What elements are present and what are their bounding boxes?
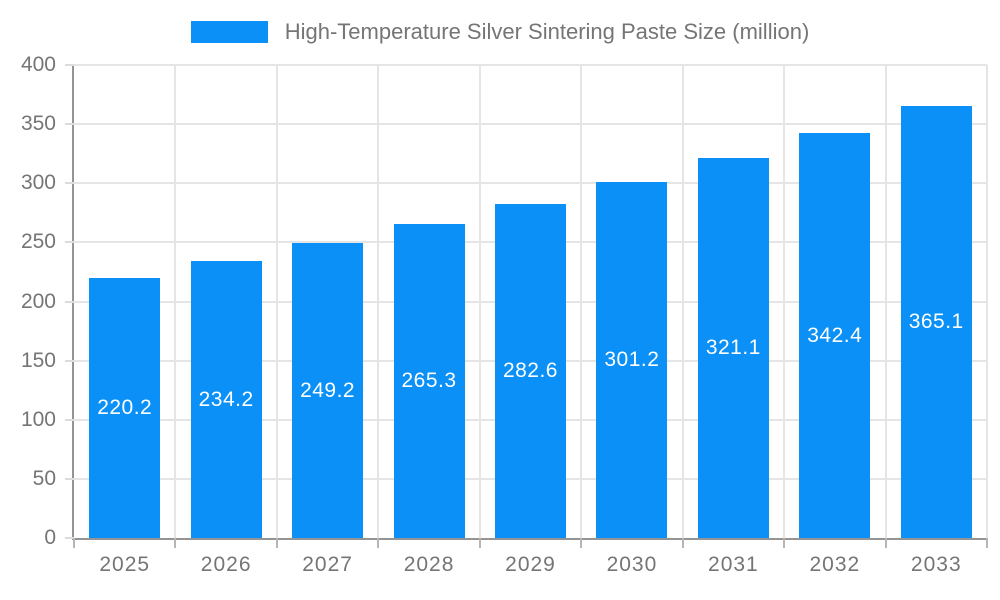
y-tick-label: 0 (44, 526, 56, 549)
bar-2030[interactable]: 301.2 (596, 181, 668, 538)
bar-slot: 220.2 (74, 65, 175, 538)
y-tick-label: 50 (32, 466, 56, 490)
bar-value-label: 249.2 (300, 378, 356, 402)
bar-2033[interactable]: 365.1 (900, 106, 972, 538)
bar-slot: 234.2 (175, 65, 276, 538)
x-axis-tick (986, 538, 988, 548)
y-tick-label: 150 (20, 348, 56, 372)
y-axis-tick (65, 64, 74, 66)
y-axis-tick (65, 418, 74, 421)
x-tick-label: 2029 (505, 553, 556, 576)
x-tick-label: 2030 (606, 553, 658, 576)
y-tick-label: 200 (20, 289, 56, 313)
legend-swatch (190, 21, 268, 43)
x-axis-tick (377, 538, 380, 548)
y-axis-tick (65, 241, 74, 244)
bar-slot: 265.3 (378, 65, 479, 538)
bar-2027[interactable]: 249.2 (292, 243, 364, 538)
gridline-v (478, 65, 481, 538)
x-tick-label: 2025 (99, 553, 151, 576)
y-axis-tick (65, 300, 74, 303)
bar-value-label: 365.1 (908, 310, 964, 334)
bar-value-label: 321.1 (705, 336, 761, 360)
y-axis-tick (65, 182, 74, 185)
legend-label: High-Temperature Silver Sintering Paste … (284, 19, 810, 44)
y-axis-tick (65, 123, 74, 126)
gridline-v (580, 65, 583, 538)
gridline-h (74, 64, 987, 66)
x-tick-label: 2027 (302, 553, 353, 576)
x-tick-label: 2032 (809, 553, 861, 576)
gridline-v (681, 65, 684, 538)
x-axis-tick (783, 538, 786, 548)
gridline-h (74, 182, 987, 185)
bar-slot: 249.2 (277, 65, 378, 538)
x-tick-label: 2028 (403, 553, 455, 576)
y-tick-label: 400 (20, 53, 56, 76)
bar-slot: 321.1 (683, 65, 784, 538)
gridline-v (174, 65, 177, 538)
x-axis-tick (73, 538, 75, 548)
x-axis-tick (174, 538, 177, 548)
x-axis-tick (275, 538, 278, 548)
bar-value-label: 342.4 (807, 323, 863, 347)
y-tick-label: 100 (20, 407, 56, 431)
gridline-v (884, 65, 887, 538)
bar-value-label: 265.3 (401, 369, 457, 393)
y-tick-label: 350 (20, 112, 56, 136)
bar-slot: 282.6 (480, 65, 581, 538)
bar-2026[interactable]: 234.2 (190, 261, 262, 538)
x-axis-line (72, 538, 987, 540)
bar-slot: 301.2 (581, 65, 682, 538)
y-axis-tick (65, 537, 74, 539)
bar-value-label: 301.2 (604, 347, 660, 371)
bar-value-label: 234.2 (198, 387, 254, 411)
x-axis-tick (884, 538, 887, 548)
y-axis-tick (65, 477, 74, 480)
y-tick-label: 300 (20, 171, 56, 195)
bar-2025[interactable]: 220.2 (89, 277, 161, 538)
x-tick-label: 2031 (708, 553, 759, 576)
legend-item[interactable]: High-Temperature Silver Sintering Paste … (0, 19, 1000, 45)
x-axis-tick (478, 538, 481, 548)
gridline-v (986, 65, 988, 538)
bar-value-label: 282.6 (502, 358, 558, 382)
gridline-v (783, 65, 786, 538)
x-axis-tick (580, 538, 583, 548)
bar-2029[interactable]: 282.6 (494, 203, 566, 538)
bar-2031[interactable]: 321.1 (697, 158, 769, 538)
bar-2032[interactable]: 342.4 (799, 133, 871, 538)
bar-slot: 365.1 (886, 65, 987, 538)
bar-slot: 342.4 (784, 65, 885, 538)
x-tick-label: 2033 (910, 553, 962, 576)
y-axis-tick (65, 359, 74, 362)
x-tick-label: 2026 (200, 553, 252, 576)
bar-2028[interactable]: 265.3 (393, 224, 465, 538)
gridline-h (74, 123, 987, 126)
gridline-v (275, 65, 278, 538)
plot-area: 220.2 234.2 249.2 265.3 282.6 301.2 321.1 342.4… (21, 53, 988, 576)
bars-container: 220.2 234.2 249.2 265.3 282.6 301.2 321.1 342.4… (74, 65, 987, 538)
x-axis-tick (681, 538, 684, 548)
bar-value-label: 220.2 (97, 395, 153, 419)
y-tick-label: 250 (20, 230, 56, 254)
gridline-v (377, 65, 380, 538)
